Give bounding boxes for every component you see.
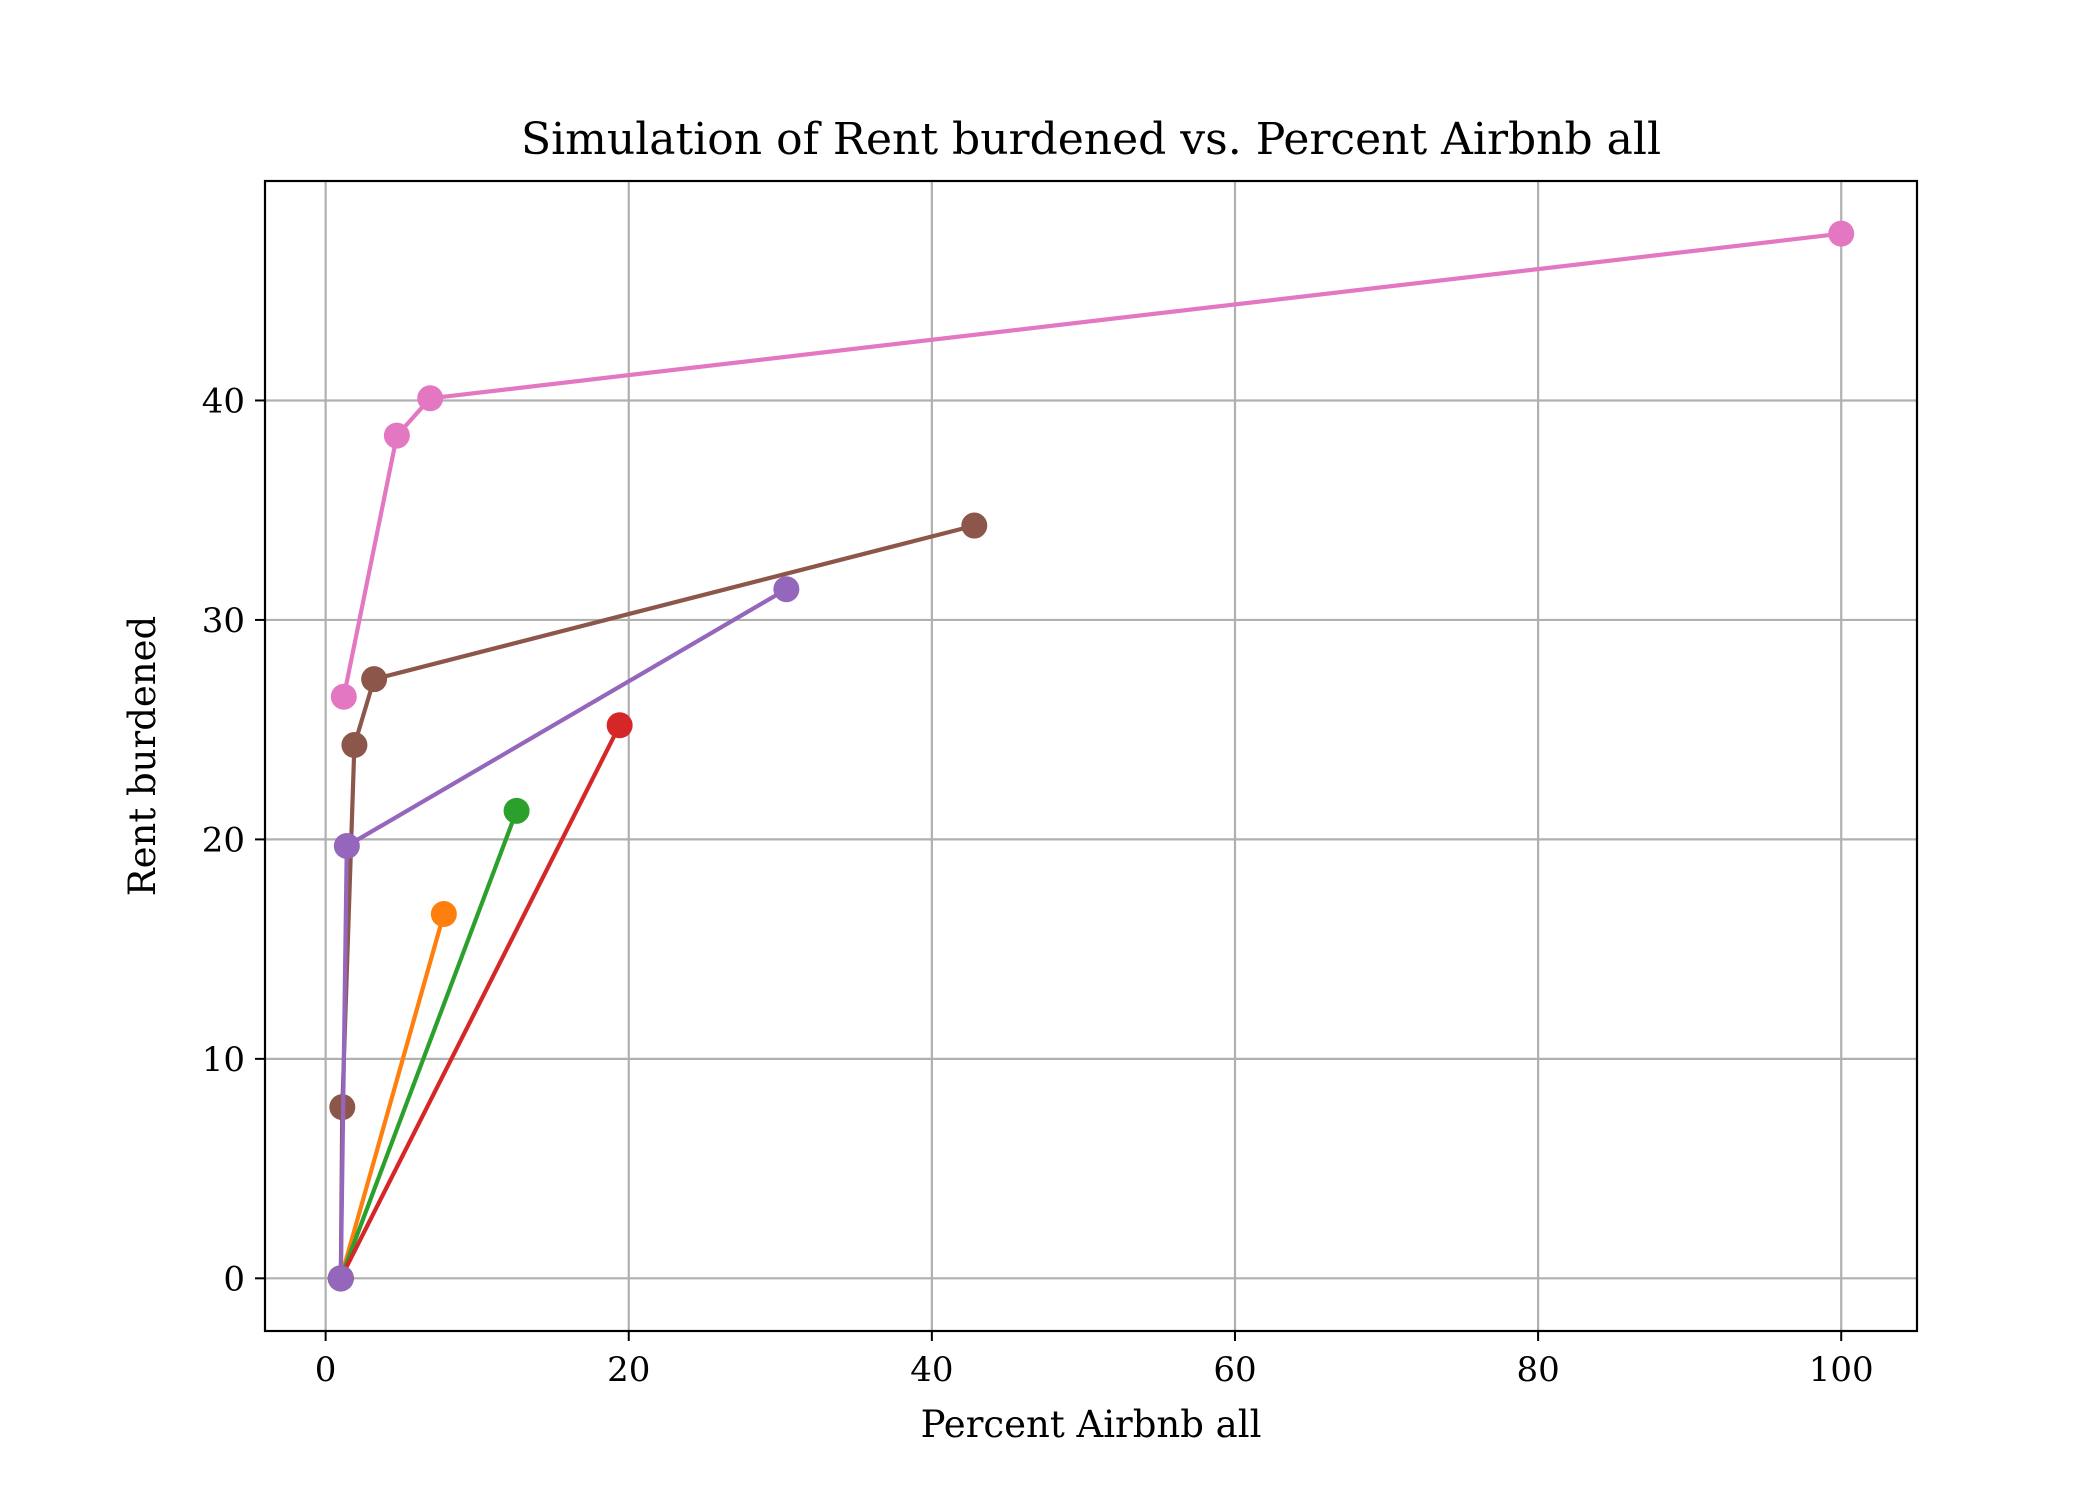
series-line [338,810,519,1280]
data-point [330,683,357,710]
chart-title: Simulation of Rent burdened vs. Percent … [521,114,1661,165]
y-tick-label: 20 [202,820,245,860]
data-point [327,1265,354,1292]
data-point [503,797,530,824]
y-tick-label: 10 [202,1040,245,1080]
data-point [430,901,457,928]
ticks: 0 20 40 60 80 100 0 10 20 30 40 [202,381,1874,1390]
data-point [1828,220,1855,247]
data-point [606,712,633,739]
axes-frame [263,179,1919,1333]
series-line [338,724,622,1280]
series-7 [327,576,800,1292]
x-tick-label: 0 [315,1350,337,1390]
data-point [417,385,444,412]
y-axis-title: Rent burdened [121,616,164,896]
series-line [341,231,1842,698]
grid [265,181,1917,1331]
x-tick-label: 40 [910,1350,953,1390]
x-tick-label: 100 [1809,1350,1874,1390]
data-point [773,576,800,603]
data-point [961,512,988,539]
data-point [383,422,410,449]
data-point [361,666,388,693]
x-tick-label: 80 [1516,1350,1559,1390]
series-layer [327,220,1855,1292]
series-line [338,913,446,1279]
x-tick-label: 20 [607,1350,650,1390]
y-tick-label: 40 [202,381,245,421]
data-point [341,732,368,759]
series-6 [330,220,1855,710]
x-axis-title: Percent Airbnb all [921,1403,1262,1446]
y-tick-label: 30 [202,601,245,641]
data-point [333,832,360,859]
y-tick-label: 0 [223,1259,245,1299]
x-tick-label: 60 [1213,1350,1256,1390]
